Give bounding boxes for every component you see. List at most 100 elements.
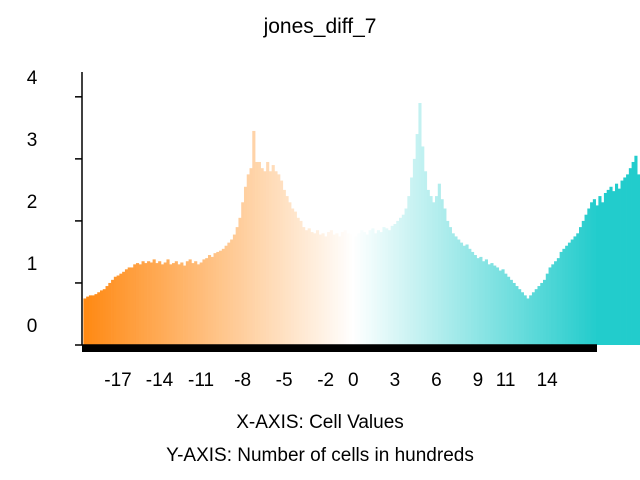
histogram-bar [321,233,325,345]
histogram-bar [471,251,475,345]
histogram-bar [255,161,259,345]
x-tick-label: -11 [188,370,214,391]
histogram-bar [615,183,619,345]
histogram-bar [257,161,261,345]
histogram-bar [385,228,389,345]
histogram-bar [548,267,552,345]
histogram-bar [418,103,422,346]
histogram-bar [238,217,242,345]
histogram-bar [473,255,477,345]
histogram-bar [595,205,599,345]
histogram-bar [606,189,610,345]
x-tick-label: 11 [496,370,516,391]
histogram-bar [509,279,513,345]
histogram-bar [260,168,264,345]
histogram-bar [592,199,596,345]
histogram-bar [263,171,267,345]
histogram-bar [379,232,383,345]
histogram-bar [479,256,483,345]
histogram-bar [243,186,248,345]
histogram-bar [587,208,591,345]
histogram-bar [171,263,176,345]
histogram-bar [332,234,336,345]
histogram-bar [410,177,414,345]
histogram-bar [551,264,555,345]
x-tick-label: 0 [348,370,359,391]
y-tick-label: 4 [27,68,38,89]
histogram-bar [119,273,123,345]
histogram-bar [493,265,497,345]
histogram-bar [612,191,616,345]
histogram-bar [152,259,156,345]
histogram-bar [429,196,433,345]
histogram-bar [537,286,541,345]
histogram-bar [421,146,425,345]
histogram-bar [351,232,356,345]
x-tick-label: 9 [473,370,484,391]
histogram-bar [559,251,563,345]
histogram-bar [387,230,392,345]
histogram-bar [349,234,353,345]
histogram-bar [130,267,134,345]
histogram-bar [97,292,101,345]
histogram-bar [365,234,369,345]
histogram-bar [235,227,239,345]
histogram-bar [446,220,450,345]
histogram-bar [637,174,640,346]
histogram-bar [224,245,228,345]
histogram-bar [573,236,577,345]
histogram-bar [623,177,627,345]
histogram-bar [512,282,516,345]
histogram-bar [94,294,98,345]
x-tick-label: 14 [537,370,559,391]
histogram-bar [507,276,511,345]
histogram-bar [296,217,300,345]
histogram-bar [407,196,411,345]
histogram-bar [304,230,309,345]
histogram-bar [390,225,394,345]
histogram-bar [556,258,560,345]
histogram-bar [105,286,109,345]
histogram-bar [210,256,214,345]
histogram-bar [160,264,165,345]
histogram-bar [310,232,314,345]
histogram-bar [138,264,142,345]
histogram-bar [393,224,397,345]
histogram-bar [241,202,245,345]
histogram-bar [543,279,547,345]
histogram-bar [399,217,403,345]
histogram-bar [279,180,284,345]
histogram-bar [232,234,237,345]
histogram-bar [285,196,289,345]
x-tick-label: -8 [234,370,251,391]
histogram-bar [100,290,104,345]
histogram-bar [360,230,364,345]
x-tick-label: -2 [317,370,334,391]
histogram-bar [374,233,378,345]
x-tick-label: -5 [276,370,293,391]
histogram-bar [271,165,275,345]
histogram-bar [415,134,419,345]
histogram-bar [620,180,624,345]
histogram-bar [291,208,295,345]
x-axis-minor-ticks [82,345,597,352]
histogram-bar [554,261,558,345]
histogram-bar [451,233,455,345]
histogram-bar [174,261,178,345]
histogram-bar [299,220,303,345]
histogram-bar [221,248,225,345]
histogram-bar [293,211,297,345]
histogram-bar [180,262,184,345]
histogram-bar [191,263,195,345]
histogram-bar [523,295,527,345]
histogram-bar [219,250,223,345]
histogram-bar [412,158,416,345]
histogram-bar [205,258,209,345]
histogram-bar [457,239,461,345]
histogram-bar [91,295,95,345]
histogram-bar [454,236,458,345]
histogram-bar [196,264,201,345]
histogram-bar [102,289,106,345]
histogram-bar [183,265,187,345]
